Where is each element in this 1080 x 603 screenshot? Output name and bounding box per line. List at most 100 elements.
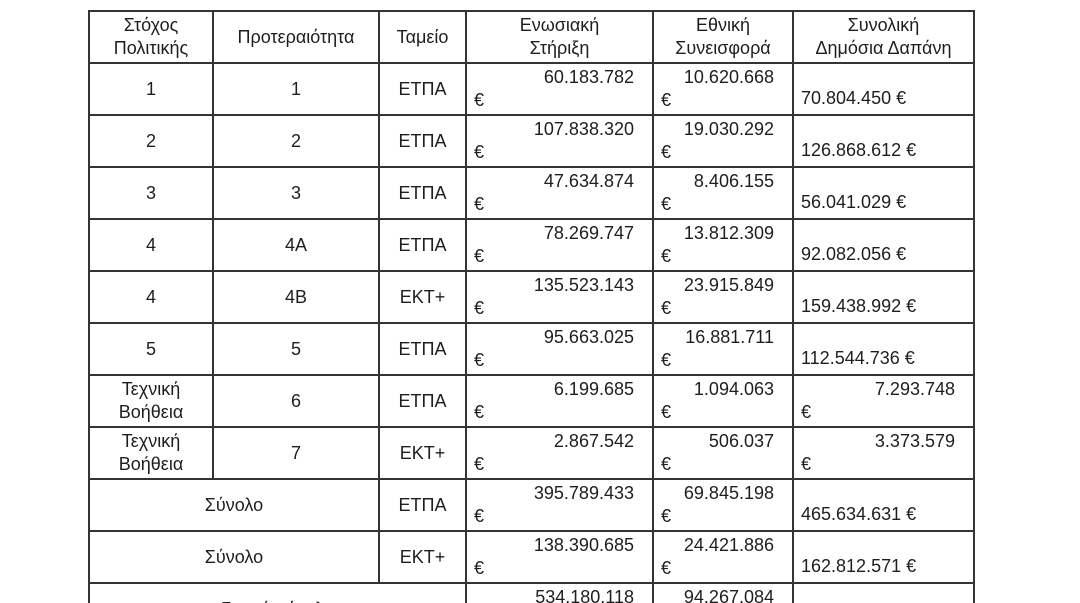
- euro-sign: €: [661, 246, 672, 266]
- euro-sign: €: [474, 90, 485, 110]
- cell-fund: ΕΤΠΑ: [378, 218, 467, 272]
- cell-objective: Τεχνική Βοήθεια: [88, 426, 214, 480]
- cell-objective: 4: [88, 270, 214, 324]
- cell-priority: 1: [212, 62, 380, 116]
- table-row: Τεχνική Βοήθεια 6 ΕΤΠΑ 6.199.685 € 1.094.…: [88, 374, 975, 428]
- cell-national: 506.037 €: [652, 426, 794, 480]
- summary-row-ekt: Σύνολο ΕΚΤ+ 138.390.685 € 24.421.886 € 162…: [88, 530, 975, 584]
- cell-fund: ΕΤΠΑ: [378, 62, 467, 116]
- euro-sign: €: [661, 402, 672, 422]
- cell-fund: ΕΚΤ+: [378, 270, 467, 324]
- cell-union: 534.180.118€: [465, 582, 654, 603]
- header-cell-fund: Ταμείο: [378, 10, 467, 64]
- cell-national: 24.421.886 €: [652, 530, 794, 584]
- cell-priority: 7: [212, 426, 380, 480]
- header-cell-union: Ενωσιακή Στήριξη: [465, 10, 654, 64]
- cell-union: 78.269.747 €: [465, 218, 654, 272]
- cell-union: 6.199.685 €: [465, 374, 654, 428]
- euro-sign: €: [474, 194, 485, 214]
- cell-priority: 4B: [212, 270, 380, 324]
- table-row: 2 2 ΕΤΠΑ 107.838.320 € 19.030.292 € 126.86…: [88, 114, 975, 168]
- header-cell-national: Εθνική Συνεισφορά: [652, 10, 794, 64]
- table-row: 3 3 ΕΤΠΑ 47.634.874 € 8.406.155 € 56.041.0…: [88, 166, 975, 220]
- cell-total: 92.082.056 €: [792, 218, 975, 272]
- cell-fund: ΕΤΠΑ: [378, 114, 467, 168]
- cell-total: 159.438.992 €: [792, 270, 975, 324]
- cell-union: 135.523.143 €: [465, 270, 654, 324]
- table-row: 4 4A ΕΤΠΑ 78.269.747 € 13.812.309 € 92.082…: [88, 218, 975, 272]
- cell-objective: 4: [88, 218, 214, 272]
- cell-fund: ΕΤΠΑ: [378, 166, 467, 220]
- cell-priority: 4A: [212, 218, 380, 272]
- cell-national: 69.845.198 €: [652, 478, 794, 532]
- summary-row-etpa: Σύνολο ΕΤΠΑ 395.789.433 € 69.845.198 € 465…: [88, 478, 975, 532]
- euro-sign: €: [661, 298, 672, 318]
- euro-sign: €: [661, 558, 672, 578]
- euro-sign: €: [474, 246, 485, 266]
- cell-total: 56.041.029 €: [792, 166, 975, 220]
- header-cell-priority: Προτεραιότητα: [212, 10, 380, 64]
- cell-national: 19.030.292 €: [652, 114, 794, 168]
- header-cell-total: Συνολική Δημόσια Δαπάνη: [792, 10, 975, 64]
- table-row: 5 5 ΕΤΠΑ 95.663.025 € 16.881.711 € 112.544…: [88, 322, 975, 376]
- cell-national: 1.094.063 €: [652, 374, 794, 428]
- cell-summary-label: Σύνολο: [88, 478, 380, 532]
- cell-total: 3.373.579 €: [792, 426, 975, 480]
- euro-sign: €: [474, 350, 485, 370]
- euro-sign: €: [474, 142, 485, 162]
- cell-priority: 3: [212, 166, 380, 220]
- euro-sign: €: [474, 558, 485, 578]
- cell-total: 70.804.450 €: [792, 62, 975, 116]
- euro-sign: €: [661, 506, 672, 526]
- cell-national: 10.620.668 €: [652, 62, 794, 116]
- cell-union: 95.663.025 €: [465, 322, 654, 376]
- cell-union: 138.390.685 €: [465, 530, 654, 584]
- cell-fund: ΕΚΤ+: [378, 530, 467, 584]
- cell-fund: ΕΤΠΑ: [378, 374, 467, 428]
- cell-objective: 5: [88, 322, 214, 376]
- cell-total: 126.868.612 €: [792, 114, 975, 168]
- cell-fund: ΕΤΠΑ: [378, 322, 467, 376]
- cell-union: 47.634.874 €: [465, 166, 654, 220]
- euro-sign: €: [661, 90, 672, 110]
- cell-priority: 5: [212, 322, 380, 376]
- header-cell-objective: Στόχος Πολιτικής: [88, 10, 214, 64]
- cell-total: 162.812.571 €: [792, 530, 975, 584]
- cell-national: 13.812.309 €: [652, 218, 794, 272]
- euro-sign: €: [661, 454, 672, 474]
- euro-sign: €: [474, 402, 485, 422]
- euro-sign: €: [661, 194, 672, 214]
- euro-sign: €: [801, 454, 812, 474]
- cell-priority: 2: [212, 114, 380, 168]
- cell-objective: Τεχνική Βοήθεια: [88, 374, 214, 428]
- cell-national: 8.406.155 €: [652, 166, 794, 220]
- table-row: 4 4B ΕΚΤ+ 135.523.143 € 23.915.849 € 159.4…: [88, 270, 975, 324]
- funding-table: Στόχος Πολιτικής Προτεραιότητα Ταμείο Ενω…: [88, 10, 975, 603]
- table-row: Τεχνική Βοήθεια 7 ΕΚΤ+ 2.867.542 € 506.03…: [88, 426, 975, 480]
- cell-objective: 1: [88, 62, 214, 116]
- cell-total: 7.293.748 €: [792, 374, 975, 428]
- cell-total: 112.544.736 €: [792, 322, 975, 376]
- cell-objective: 2: [88, 114, 214, 168]
- cell-total: 465.634.631 €: [792, 478, 975, 532]
- grand-total-row: Γενικό σύνολο 534.180.118€ 94.267.084€ 6…: [88, 582, 975, 603]
- euro-sign: €: [801, 402, 812, 422]
- cell-objective: 3: [88, 166, 214, 220]
- table-header-row: Στόχος Πολιτικής Προτεραιότητα Ταμείο Ενω…: [88, 10, 975, 64]
- cell-union: 2.867.542 €: [465, 426, 654, 480]
- cell-fund: ΕΤΠΑ: [378, 478, 467, 532]
- euro-sign: €: [474, 298, 485, 318]
- euro-sign: €: [661, 142, 672, 162]
- cell-national: 16.881.711 €: [652, 322, 794, 376]
- euro-sign: €: [661, 350, 672, 370]
- cell-union: 107.838.320 €: [465, 114, 654, 168]
- table-row: 1 1 ΕΤΠΑ 60.183.782 € 10.620.668 € 70.804.…: [88, 62, 975, 116]
- euro-sign: €: [474, 506, 485, 526]
- cell-summary-label: Σύνολο: [88, 530, 380, 584]
- cell-grand-label: Γενικό σύνολο: [88, 582, 467, 603]
- euro-sign: €: [474, 454, 485, 474]
- cell-national: 23.915.849 €: [652, 270, 794, 324]
- cell-fund: ΕΚΤ+: [378, 426, 467, 480]
- cell-priority: 6: [212, 374, 380, 428]
- cell-union: 60.183.782 €: [465, 62, 654, 116]
